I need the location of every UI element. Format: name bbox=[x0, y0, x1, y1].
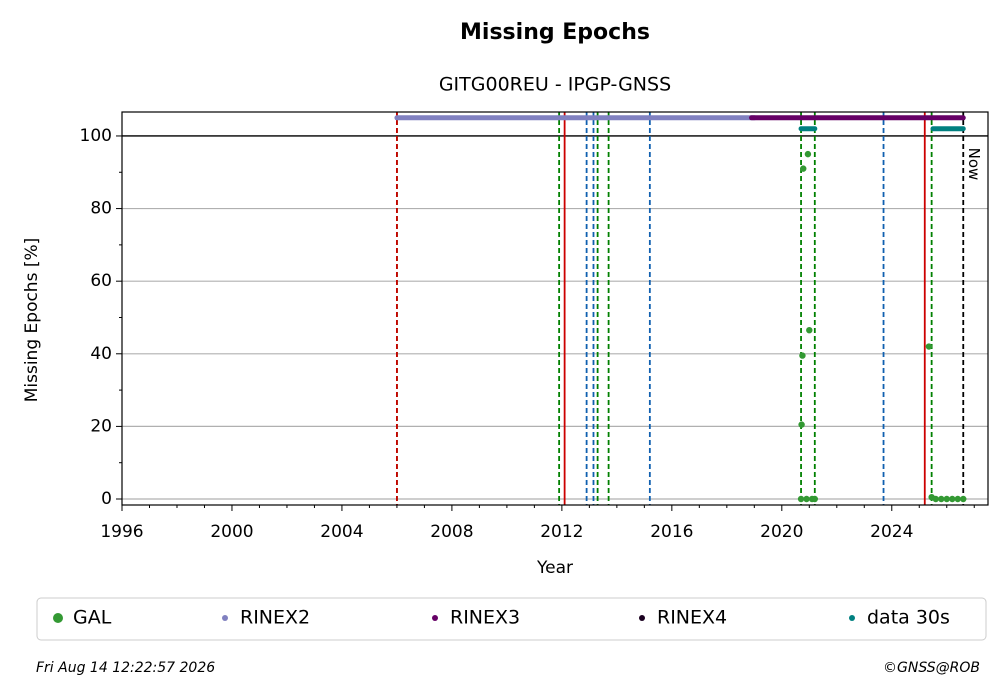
data-point bbox=[954, 495, 961, 503]
legend-label: GAL bbox=[73, 607, 112, 629]
x-tick-label: 2016 bbox=[650, 522, 693, 542]
data-point bbox=[803, 495, 810, 503]
data-point bbox=[800, 165, 807, 172]
legend-label: RINEX3 bbox=[450, 607, 520, 629]
x-tick-label: 2004 bbox=[320, 522, 363, 542]
y-tick-label: 60 bbox=[90, 271, 112, 291]
x-tick-label: 2024 bbox=[870, 522, 913, 542]
data-point bbox=[799, 352, 806, 359]
x-tick-label: 2000 bbox=[210, 522, 253, 542]
data-point bbox=[943, 495, 950, 503]
data-point bbox=[797, 495, 805, 503]
plot-frame bbox=[121, 111, 989, 506]
footer-date: Fri Aug 14 12:22:57 2026 bbox=[36, 660, 215, 676]
legend-label: RINEX4 bbox=[657, 607, 727, 629]
data-point bbox=[806, 326, 813, 334]
x-axis-label: Year bbox=[536, 558, 573, 578]
y-tick-label: 0 bbox=[101, 489, 112, 509]
y-tick-label: 100 bbox=[80, 126, 112, 146]
legend-marker bbox=[432, 615, 438, 621]
chart-subtitle: GITG00REU - IPGP-GNSS bbox=[439, 74, 671, 96]
data-point bbox=[960, 495, 967, 503]
legend-marker bbox=[53, 613, 63, 623]
y-axis-label: Missing Epochs [%] bbox=[22, 238, 42, 403]
chart-title: Missing Epochs bbox=[460, 20, 650, 45]
data-point bbox=[938, 495, 945, 503]
legend-box bbox=[36, 597, 987, 641]
data-point bbox=[798, 421, 805, 428]
legend-marker bbox=[849, 615, 855, 621]
legend-label: data 30s bbox=[867, 607, 950, 629]
footer-credit: ©GNSS@ROB bbox=[883, 660, 980, 676]
event-label: Now bbox=[965, 148, 983, 181]
x-tick-label: 2008 bbox=[430, 522, 473, 542]
legend-marker bbox=[639, 615, 645, 621]
x-tick-label: 1996 bbox=[100, 522, 143, 542]
x-tick-label: 2020 bbox=[760, 522, 803, 542]
x-tick-label: 2012 bbox=[540, 522, 583, 542]
legend-label: RINEX2 bbox=[240, 607, 310, 629]
y-tick-label: 20 bbox=[90, 416, 112, 436]
data-point bbox=[949, 495, 956, 503]
data-point bbox=[811, 495, 818, 503]
data-point bbox=[932, 495, 939, 503]
legend-marker bbox=[222, 615, 228, 621]
data-point bbox=[925, 343, 933, 350]
data-point bbox=[804, 150, 812, 158]
y-tick-label: 40 bbox=[90, 344, 112, 364]
y-tick-label: 80 bbox=[90, 199, 112, 219]
